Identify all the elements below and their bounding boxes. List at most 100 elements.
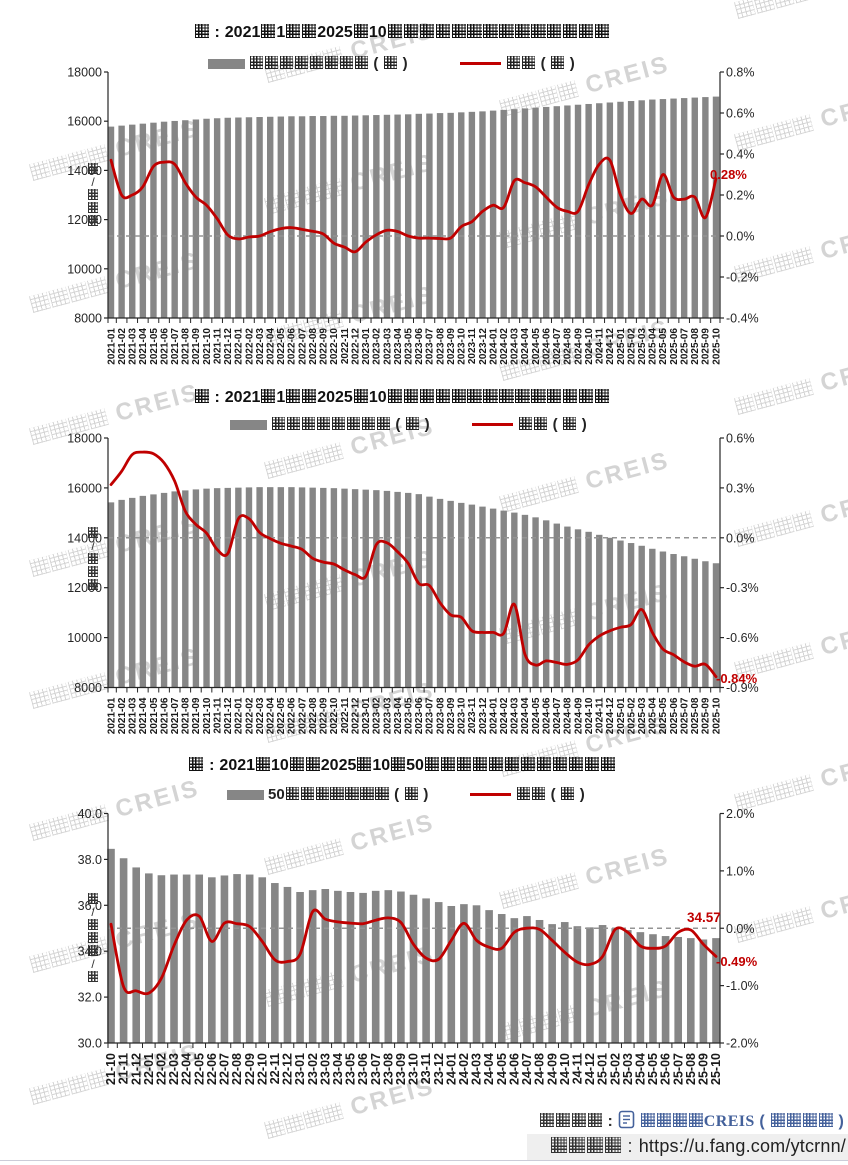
svg-text:2025-01: 2025-01	[616, 328, 627, 365]
svg-text:2022-07: 2022-07	[297, 328, 308, 365]
svg-text:2022-09: 2022-09	[319, 697, 330, 734]
svg-text:2025-10: 2025-10	[711, 328, 722, 365]
svg-text:2023-01: 2023-01	[361, 697, 372, 734]
svg-text:2023-09: 2023-09	[446, 697, 457, 734]
svg-text:2021-11: 2021-11	[212, 328, 223, 365]
svg-text:2024-11: 2024-11	[595, 697, 606, 734]
svg-text:-0.6%: -0.6%	[726, 631, 759, 645]
svg-text:2021-02: 2021-02	[117, 328, 128, 365]
svg-text:30.0: 30.0	[78, 1037, 102, 1051]
svg-text:2024-12: 2024-12	[605, 697, 616, 734]
svg-text:0.8%: 0.8%	[726, 66, 755, 80]
svg-text:2022-04: 2022-04	[266, 328, 277, 365]
svg-text:2021-01: 2021-01	[106, 697, 117, 734]
svg-text:25-09: 25-09	[697, 1053, 711, 1085]
svg-text:2021-08: 2021-08	[181, 697, 192, 734]
svg-text:2025-07: 2025-07	[679, 328, 690, 365]
svg-text:24-02: 24-02	[457, 1053, 471, 1085]
svg-text:2024-08: 2024-08	[563, 328, 574, 365]
svg-text:22-07: 22-07	[218, 1053, 232, 1085]
svg-text:25-03: 25-03	[621, 1053, 635, 1085]
svg-text:21-11: 21-11	[117, 1053, 131, 1084]
svg-text:22-02: 22-02	[155, 1053, 169, 1085]
svg-text:2023-08: 2023-08	[435, 697, 446, 734]
svg-text:2023-01: 2023-01	[361, 328, 372, 365]
svg-text:2025-05: 2025-05	[658, 697, 669, 734]
svg-text:2023-10: 2023-10	[457, 697, 468, 734]
svg-text:23-08: 23-08	[381, 1053, 395, 1085]
svg-text:2024-12: 2024-12	[605, 328, 616, 365]
svg-text:16000: 16000	[67, 481, 102, 495]
svg-text:2022-11: 2022-11	[340, 697, 351, 734]
svg-text:-0.4%: -0.4%	[726, 312, 759, 326]
svg-text:25-08: 25-08	[684, 1053, 698, 1085]
svg-text:2021-04: 2021-04	[138, 328, 149, 365]
svg-text:25-04: 25-04	[634, 1053, 648, 1085]
svg-text:2024-03: 2024-03	[510, 697, 521, 734]
svg-text:2025-02: 2025-02	[626, 328, 637, 365]
svg-text:2025-07: 2025-07	[679, 697, 690, 734]
svg-text:22-08: 22-08	[230, 1053, 244, 1085]
svg-text:22-10: 22-10	[255, 1053, 269, 1085]
svg-text:24-09: 24-09	[545, 1053, 559, 1085]
svg-text:0.6%: 0.6%	[726, 107, 755, 121]
svg-text:2022-10: 2022-10	[329, 697, 340, 734]
svg-text:2024-02: 2024-02	[499, 697, 510, 734]
svg-text:2021-09: 2021-09	[191, 697, 202, 734]
svg-text:2025-06: 2025-06	[669, 697, 680, 734]
svg-text:18000: 18000	[67, 66, 102, 80]
svg-text:25-10: 25-10	[709, 1053, 723, 1085]
svg-text:2023-12: 2023-12	[478, 328, 489, 365]
svg-text:2023-06: 2023-06	[414, 328, 425, 365]
svg-text:24-06: 24-06	[507, 1053, 521, 1085]
svg-text:2021-02: 2021-02	[117, 697, 128, 734]
svg-text:22-05: 22-05	[192, 1053, 206, 1085]
svg-text:23-01: 23-01	[293, 1053, 307, 1085]
svg-text:23-07: 23-07	[369, 1053, 383, 1085]
svg-text:2021-10: 2021-10	[202, 697, 213, 734]
svg-text:2024-05: 2024-05	[531, 328, 542, 365]
svg-text:32.0: 32.0	[78, 991, 102, 1005]
svg-text:23-04: 23-04	[331, 1053, 345, 1085]
svg-text:2024-09: 2024-09	[573, 328, 584, 365]
svg-text:2021-05: 2021-05	[149, 328, 160, 365]
svg-text:2024-07: 2024-07	[552, 328, 563, 365]
svg-text:2022-10: 2022-10	[329, 328, 340, 365]
svg-text:2025-09: 2025-09	[701, 328, 712, 365]
svg-text:0.0%: 0.0%	[726, 230, 755, 244]
svg-text:2024-02: 2024-02	[499, 328, 510, 365]
svg-text:-2.0%: -2.0%	[726, 1037, 759, 1051]
svg-text:2023-06: 2023-06	[414, 697, 425, 734]
svg-text:0.4%: 0.4%	[726, 148, 755, 162]
svg-text:2025-06: 2025-06	[669, 328, 680, 365]
svg-text:2024-10: 2024-10	[584, 697, 595, 734]
svg-text:2023-11: 2023-11	[467, 328, 478, 365]
svg-text:2024-06: 2024-06	[541, 328, 552, 365]
svg-text:22-11: 22-11	[268, 1053, 282, 1084]
svg-text:2022-03: 2022-03	[255, 697, 266, 734]
svg-text:0.2%: 0.2%	[726, 189, 755, 203]
svg-text:21-12: 21-12	[129, 1053, 143, 1085]
svg-text:2025-03: 2025-03	[637, 328, 648, 365]
svg-text:2022-12: 2022-12	[350, 328, 361, 365]
svg-text:24-01: 24-01	[444, 1053, 458, 1085]
svg-text:16000: 16000	[67, 115, 102, 129]
svg-text:2023-10: 2023-10	[457, 328, 468, 365]
svg-text:2021-10: 2021-10	[202, 328, 213, 365]
svg-text:2021-06: 2021-06	[159, 697, 170, 734]
svg-text:2022-09: 2022-09	[319, 328, 330, 365]
svg-text:22-01: 22-01	[142, 1053, 156, 1085]
svg-text:24-12: 24-12	[583, 1053, 597, 1085]
svg-text:2023-03: 2023-03	[382, 697, 393, 734]
svg-text:0.3%: 0.3%	[726, 481, 755, 495]
svg-text:2022-01: 2022-01	[234, 328, 245, 365]
svg-text:-0.49%: -0.49%	[716, 954, 758, 969]
svg-text:24-07: 24-07	[520, 1053, 534, 1085]
svg-text:2022-11: 2022-11	[340, 328, 351, 365]
svg-text:-0.84%: -0.84%	[716, 671, 758, 686]
svg-text:2022-02: 2022-02	[244, 697, 255, 734]
svg-text:2023-12: 2023-12	[478, 697, 489, 734]
svg-text:2024-11: 2024-11	[595, 328, 606, 365]
svg-text:2023-07: 2023-07	[425, 697, 436, 734]
svg-text:-0.2%: -0.2%	[726, 271, 759, 285]
